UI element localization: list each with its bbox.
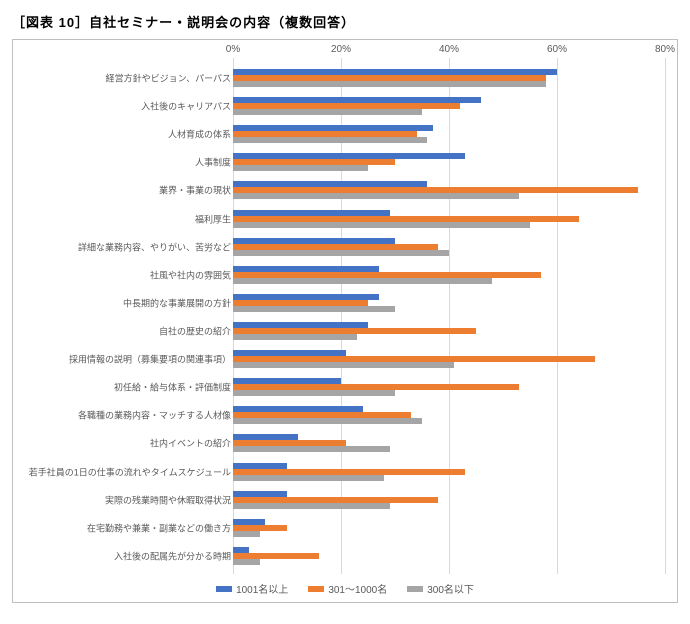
bar-group <box>233 66 665 90</box>
category-row: 入社後のキャリアパス <box>13 92 677 120</box>
category-row: 若手社員の1日の仕事の流れやタイムスケジュール <box>13 458 677 486</box>
category-label: 初任給・給与体系・評価制度 <box>114 381 231 394</box>
legend-swatch <box>308 586 324 592</box>
category-label: 各職種の業務内容・マッチする人材像 <box>78 409 231 422</box>
bar <box>233 137 427 143</box>
bar-group <box>233 319 665 343</box>
legend-swatch <box>216 586 232 592</box>
x-axis-tick-label: 60% <box>547 44 567 55</box>
category-label: 福利厚生 <box>195 212 231 225</box>
bar <box>233 278 492 284</box>
bar <box>233 109 422 115</box>
category-row: 中長期的な事業展開の方針 <box>13 289 677 317</box>
bar-group <box>233 207 665 231</box>
category-label: 中長期的な事業展開の方針 <box>123 296 231 309</box>
bar <box>233 334 357 340</box>
category-label: 経営方針やビジョン、パーパス <box>106 72 231 85</box>
category-label: 社風や社内の雰囲気 <box>150 268 231 281</box>
bar-group <box>233 460 665 484</box>
x-axis-tick-label: 20% <box>331 44 351 55</box>
bar <box>233 362 454 368</box>
category-row: 入社後の配属先が分かる時期 <box>13 542 677 570</box>
category-row: 採用情報の説明（募集要項の関連事項） <box>13 345 677 373</box>
legend-label: 301～1000名 <box>328 585 387 596</box>
category-label: 業界・事業の現状 <box>159 184 231 197</box>
plot-area: 0% 20% 40% 60% 80% 経営方針やビジョン、パーパス入社後のキャリアパス人材… <box>13 40 677 602</box>
bar <box>233 531 260 537</box>
category-label: 入社後のキャリアパス <box>141 100 231 113</box>
legend-swatch <box>407 586 423 592</box>
bar-group <box>233 178 665 202</box>
bar-group <box>233 431 665 455</box>
category-label: 社内イベントの紹介 <box>150 437 231 450</box>
category-label: 詳細な業務内容、やりがい、苦労など <box>78 240 231 253</box>
bar <box>233 306 395 312</box>
legend-label: 300名以下 <box>427 585 474 596</box>
category-row: 人材育成の体系 <box>13 120 677 148</box>
category-row: 在宅勤務や兼業・副業などの働き方 <box>13 514 677 542</box>
category-label: 実際の残業時間や休暇取得状況 <box>105 493 231 506</box>
category-row: 業界・事業の現状 <box>13 176 677 204</box>
bar-group <box>233 291 665 315</box>
chart-title: ［図表 10］自社セミナー・説明会の内容（複数回答） <box>12 12 678 31</box>
bar <box>233 250 449 256</box>
category-label: 若手社員の1日の仕事の流れやタイムスケジュール <box>29 465 231 478</box>
category-label: 採用情報の説明（募集要項の関連事項） <box>69 353 231 366</box>
bar <box>233 559 260 565</box>
bar-group <box>233 122 665 146</box>
category-row: 人事制度 <box>13 148 677 176</box>
legend-item: 301～1000名 <box>308 581 387 596</box>
bar-group <box>233 375 665 399</box>
bar <box>233 475 384 481</box>
category-row: 詳細な業務内容、やりがい、苦労など <box>13 233 677 261</box>
category-row: 各職種の業務内容・マッチする人材像 <box>13 401 677 429</box>
category-row: 初任給・給与体系・評価制度 <box>13 373 677 401</box>
chart-container: 0% 20% 40% 60% 80% 経営方針やビジョン、パーパス入社後のキャリアパス人材… <box>12 39 678 603</box>
legend-item: 300名以下 <box>407 581 474 596</box>
bar <box>233 390 395 396</box>
category-row: 自社の歴史の紹介 <box>13 317 677 345</box>
bar-group <box>233 403 665 427</box>
bar-group <box>233 235 665 259</box>
rows-container: 経営方針やビジョン、パーパス入社後のキャリアパス人材育成の体系人事制度業界・事業… <box>13 64 677 570</box>
x-axis-tick-label: 80% <box>655 44 675 55</box>
category-row: 福利厚生 <box>13 205 677 233</box>
bar-group <box>233 94 665 118</box>
bar <box>233 418 422 424</box>
category-label: 人材育成の体系 <box>168 128 231 141</box>
bar-group <box>233 347 665 371</box>
bar-group <box>233 544 665 568</box>
bar <box>233 503 390 509</box>
category-row: 社風や社内の雰囲気 <box>13 261 677 289</box>
category-label: 入社後の配属先が分かる時期 <box>114 549 231 562</box>
bar <box>233 446 390 452</box>
category-label: 在宅勤務や兼業・副業などの働き方 <box>87 521 231 534</box>
category-label: 人事制度 <box>195 156 231 169</box>
category-label: 自社の歴史の紹介 <box>159 325 231 338</box>
category-row: 実際の残業時間や休暇取得状況 <box>13 486 677 514</box>
x-axis-tick-label: 40% <box>439 44 459 55</box>
bar <box>233 165 368 171</box>
bar <box>233 193 519 199</box>
category-row: 社内イベントの紹介 <box>13 429 677 457</box>
x-axis-tick-label: 0% <box>226 44 240 55</box>
legend: 1001名以上 301～1000名 300名以下 <box>13 581 677 596</box>
category-row: 経営方針やビジョン、パーパス <box>13 64 677 92</box>
bar-group <box>233 516 665 540</box>
bar-group <box>233 263 665 287</box>
bar-group <box>233 488 665 512</box>
legend-item: 1001名以上 <box>216 581 288 596</box>
bar <box>233 222 530 228</box>
bar <box>233 81 546 87</box>
bar-group <box>233 150 665 174</box>
legend-label: 1001名以上 <box>236 585 288 596</box>
